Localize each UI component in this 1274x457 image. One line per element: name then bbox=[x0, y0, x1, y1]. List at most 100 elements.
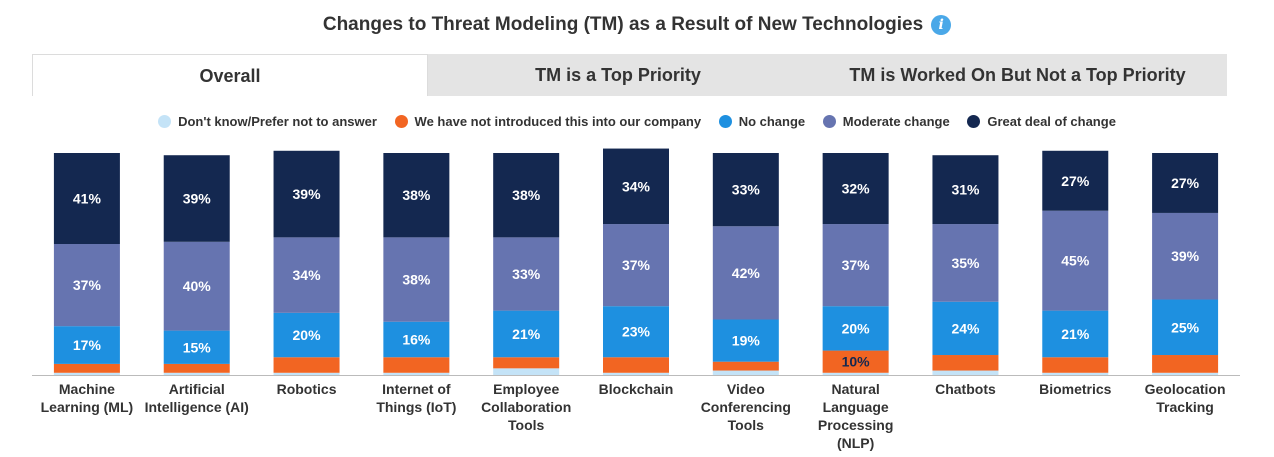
bar-segment-we-have-not-introduced-this-into-our-company[interactable] bbox=[383, 357, 450, 373]
bar-segment-great-deal-of-change[interactable] bbox=[603, 148, 669, 225]
bar-segment-great-deal-of-change[interactable] bbox=[163, 155, 230, 242]
x-tick-label: Video bbox=[727, 381, 765, 397]
bar-segment-great-deal-of-change[interactable] bbox=[53, 153, 120, 245]
bar-segment-we-have-not-introduced-this-into-our-company[interactable] bbox=[603, 357, 669, 373]
x-tick-label: Tools bbox=[728, 417, 765, 433]
bar-segment-we-have-not-introduced-this-into-our-company[interactable] bbox=[822, 350, 889, 373]
bar-segment-great-deal-of-change[interactable] bbox=[712, 153, 779, 227]
bar-segment-no-change[interactable] bbox=[1042, 310, 1109, 358]
bar-segment-great-deal-of-change[interactable] bbox=[493, 153, 560, 238]
bar-segment-moderate-change[interactable] bbox=[493, 237, 560, 311]
x-tick-label: Geolocation bbox=[1145, 381, 1226, 397]
bar-segment-no-change[interactable] bbox=[383, 321, 450, 358]
bar-segment-great-deal-of-change[interactable] bbox=[822, 153, 889, 225]
x-tick-label: Machine bbox=[59, 381, 115, 397]
data-label: 41% bbox=[73, 191, 102, 207]
bar-segment-no-change[interactable] bbox=[712, 319, 779, 362]
data-label: 19% bbox=[732, 333, 761, 349]
bar-segment-moderate-change[interactable] bbox=[163, 241, 230, 331]
data-label: 37% bbox=[73, 277, 102, 293]
data-label: 45% bbox=[1061, 253, 1090, 269]
bar-segment-don-t-know-prefer-not-to-answer[interactable] bbox=[53, 372, 120, 375]
tab-tm-not-top-priority[interactable]: TM is Worked On But Not a Top Priority bbox=[808, 54, 1227, 96]
tab-tm-top-priority[interactable]: TM is a Top Priority bbox=[428, 54, 808, 96]
bar-segment-great-deal-of-change[interactable] bbox=[932, 155, 999, 225]
bar-segment-moderate-change[interactable] bbox=[53, 244, 120, 327]
x-tick-label: Processing bbox=[818, 417, 893, 433]
legend-item-moderate-change[interactable]: Moderate change bbox=[822, 114, 950, 129]
x-tick-label: Chatbots bbox=[935, 381, 996, 397]
bar-segment-great-deal-of-change[interactable] bbox=[1152, 153, 1219, 213]
bar-segment-moderate-change[interactable] bbox=[932, 224, 999, 302]
legend-label: Great deal of change bbox=[987, 114, 1116, 129]
bar-segment-no-change[interactable] bbox=[1152, 299, 1219, 356]
legend-item-not-introduced[interactable]: We have not introduced this into our com… bbox=[394, 114, 701, 129]
x-tick-label: Tracking bbox=[1156, 399, 1214, 415]
x-tick-label: Biometrics bbox=[1039, 381, 1112, 397]
bar-segment-don-t-know-prefer-not-to-answer[interactable] bbox=[1042, 372, 1109, 375]
info-icon[interactable]: i bbox=[931, 15, 952, 35]
data-label: 37% bbox=[622, 257, 651, 273]
legend-item-no-change[interactable]: No change bbox=[718, 114, 805, 129]
bar-segment-don-t-know-prefer-not-to-answer[interactable] bbox=[1152, 372, 1219, 375]
data-label: 21% bbox=[1061, 326, 1090, 342]
bar-segment-don-t-know-prefer-not-to-answer[interactable] bbox=[273, 372, 340, 375]
data-label: 33% bbox=[512, 266, 541, 282]
bar-segment-don-t-know-prefer-not-to-answer[interactable] bbox=[383, 372, 450, 375]
bar-segment-moderate-change[interactable] bbox=[822, 224, 889, 307]
bar-segment-no-change[interactable] bbox=[53, 326, 120, 364]
bar-segment-no-change[interactable] bbox=[273, 312, 340, 358]
bar-segment-moderate-change[interactable] bbox=[383, 237, 450, 322]
bar-segment-moderate-change[interactable] bbox=[1152, 212, 1219, 300]
bar-segment-moderate-change[interactable] bbox=[273, 237, 340, 313]
data-label: 40% bbox=[183, 278, 212, 294]
data-label: 10% bbox=[842, 354, 871, 370]
bar-segment-we-have-not-introduced-this-into-our-company[interactable] bbox=[712, 361, 779, 371]
bar-segment-great-deal-of-change[interactable] bbox=[1042, 150, 1109, 211]
legend-dot-icon bbox=[967, 115, 981, 128]
bar-segment-great-deal-of-change[interactable] bbox=[383, 153, 450, 238]
bar-segment-don-t-know-prefer-not-to-answer[interactable] bbox=[163, 372, 230, 375]
data-label: 24% bbox=[951, 320, 980, 336]
bar-segment-don-t-know-prefer-not-to-answer[interactable] bbox=[932, 370, 999, 375]
tab-overall[interactable]: Overall bbox=[32, 54, 428, 96]
bar-segment-we-have-not-introduced-this-into-our-company[interactable] bbox=[932, 355, 999, 371]
bar-segment-we-have-not-introduced-this-into-our-company[interactable] bbox=[493, 357, 560, 369]
bar-segment-we-have-not-introduced-this-into-our-company[interactable] bbox=[1152, 355, 1219, 373]
bar-segment-great-deal-of-change[interactable] bbox=[273, 150, 340, 238]
legend-dot-icon bbox=[394, 115, 408, 128]
bar-segment-don-t-know-prefer-not-to-answer[interactable] bbox=[822, 372, 889, 375]
bar-segment-we-have-not-introduced-this-into-our-company[interactable] bbox=[273, 357, 340, 373]
bar-segment-we-have-not-introduced-this-into-our-company[interactable] bbox=[53, 363, 120, 373]
data-label: 35% bbox=[951, 255, 980, 271]
bar-segment-no-change[interactable] bbox=[822, 306, 889, 351]
bar-segment-moderate-change[interactable] bbox=[1042, 210, 1109, 311]
bar-segment-we-have-not-introduced-this-into-our-company[interactable] bbox=[163, 363, 230, 373]
bar-segment-no-change[interactable] bbox=[932, 301, 999, 356]
data-label: 32% bbox=[842, 181, 871, 197]
bar-segment-no-change[interactable] bbox=[603, 306, 669, 358]
legend-item-dont-know[interactable]: Don't know/Prefer not to answer bbox=[158, 114, 377, 129]
legend-item-great-deal[interactable]: Great deal of change bbox=[967, 114, 1116, 129]
data-label: 39% bbox=[293, 186, 322, 202]
data-label: 33% bbox=[732, 182, 761, 198]
data-label: 34% bbox=[622, 178, 651, 194]
bar-segment-no-change[interactable] bbox=[493, 310, 560, 358]
x-tick-label: Things (IoT) bbox=[376, 399, 456, 415]
data-label: 17% bbox=[73, 337, 102, 353]
data-label: 27% bbox=[1061, 173, 1090, 189]
bar-segment-no-change[interactable] bbox=[163, 330, 230, 364]
data-label: 38% bbox=[512, 187, 541, 203]
bar-segment-don-t-know-prefer-not-to-answer[interactable] bbox=[493, 368, 560, 375]
data-label: 25% bbox=[1171, 319, 1200, 335]
bar-segment-moderate-change[interactable] bbox=[712, 226, 779, 320]
x-tick-label: Language bbox=[823, 399, 889, 415]
data-label: 31% bbox=[951, 182, 980, 198]
bar-segment-don-t-know-prefer-not-to-answer[interactable] bbox=[712, 370, 779, 375]
data-label: 39% bbox=[1171, 248, 1200, 264]
legend-dot-icon bbox=[158, 115, 172, 128]
bar-segment-moderate-change[interactable] bbox=[603, 224, 669, 307]
x-tick-label: Conferencing bbox=[701, 399, 791, 415]
bar-segment-we-have-not-introduced-this-into-our-company[interactable] bbox=[1042, 357, 1109, 373]
bar-segment-don-t-know-prefer-not-to-answer[interactable] bbox=[603, 372, 669, 375]
